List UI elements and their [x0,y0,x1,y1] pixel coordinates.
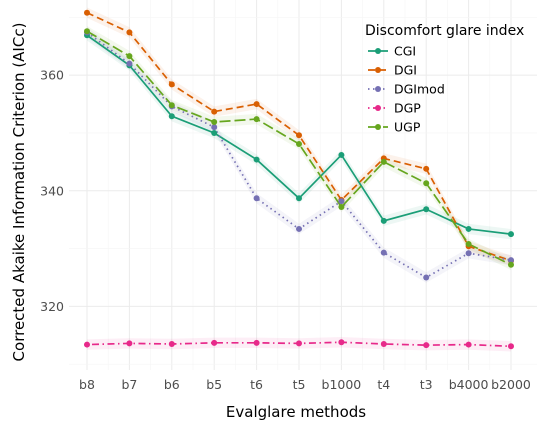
y-tick-label-360: 360 [40,68,64,83]
point-dgimod-t6 [253,195,260,202]
x-tick-label-t4: t4 [377,377,390,392]
x-tick-label-b6: b6 [164,377,180,392]
point-ugp-t5 [296,140,302,147]
point-ugp-b6 [168,102,175,109]
legend-label-ugp: UGP [394,120,421,135]
x-tick-label-b5: b5 [206,377,222,392]
x-tick-label-b8: b8 [79,377,95,392]
point-dgi-b6 [168,81,175,88]
y-axis-title: Corrected Akaike Information Criterion (… [10,23,28,362]
series-points [84,9,514,350]
point-cgi-t3 [423,206,430,213]
x-tick-label-t5: t5 [293,377,306,392]
legend-item-dgi: DGI [368,63,417,78]
point-dgimod-t4 [380,249,387,256]
x-tick-label-b4000: b4000 [449,377,489,392]
point-ugp-b4000 [465,240,472,247]
point-ugp-b5 [211,118,218,125]
legend: Discomfort glare index CGI DGI DGImod DGP UG… [365,23,524,135]
grid [69,0,537,370]
legend-title: Discomfort glare index [365,23,524,39]
x-axis-title: Evalglare methods [226,403,366,421]
legend-label-dgp: DGP [394,101,421,116]
point-dgp-t3 [423,342,430,349]
point-ugp-t3 [423,180,430,187]
point-dgp-t4 [380,340,387,347]
point-dgimod-b7 [126,60,133,67]
point-cgi-b6 [168,113,175,120]
legend-key-point-dgimod [375,86,381,92]
y-axis-ticks: 320 340 360 [40,68,64,314]
point-ugp-b7 [126,53,133,60]
legend-item-cgi: CGI [368,44,416,59]
x-tick-label-b1000: b1000 [322,377,362,392]
point-dgp-b4000 [465,341,472,348]
point-dgimod-b4000 [465,250,472,257]
point-dgp-b2000 [508,343,514,350]
legend-key-point-dgp [375,105,381,111]
point-ugp-b8 [84,28,90,35]
point-ugp-t6 [253,116,260,123]
point-dgp-b8 [84,341,90,348]
legend-key-point-ugp [375,124,381,130]
point-dgimod-b5 [211,124,218,131]
point-cgi-t4 [380,217,387,224]
y-tick-label-340: 340 [40,183,64,198]
point-dgimod-b1000 [338,198,345,205]
series-line-ugp [86,30,512,266]
point-cgi-t5 [296,195,302,202]
point-dgi-t5 [296,132,302,139]
legend-items: CGI DGI DGImod DGP UGP [368,44,445,135]
point-cgi-b2000 [508,231,514,238]
point-dgi-b8 [84,9,90,16]
point-dgi-b7 [126,29,133,36]
point-cgi-b4000 [465,225,472,232]
point-dgp-b7 [126,340,133,347]
x-tick-label-t3: t3 [420,377,433,392]
legend-item-dgimod: DGImod [368,82,445,97]
point-cgi-b5 [211,129,218,136]
legend-label-dgimod: DGImod [394,82,445,97]
x-axis-ticks: b8 b7 b6 b5 t6 t5 b1000 t4 t3 b4000 b2000 [79,377,531,392]
legend-key-point-cgi [375,48,381,54]
point-dgi-t6 [253,101,260,108]
point-dgimod-t3 [423,274,430,281]
point-dgi-t3 [423,165,430,172]
legend-label-dgi: DGI [394,63,417,78]
x-tick-label-t6: t6 [250,377,263,392]
point-ugp-b1000 [338,203,345,210]
point-dgp-t5 [296,340,302,347]
legend-item-dgp: DGP [368,101,421,116]
point-dgimod-t5 [296,225,302,232]
legend-key-point-dgi [375,67,381,73]
point-dgp-b5 [211,339,218,346]
point-cgi-t6 [253,156,260,163]
point-cgi-b1000 [338,151,345,158]
point-dgi-b5 [211,108,218,115]
band-ugp [87,26,511,270]
point-ugp-t4 [380,158,387,165]
point-ugp-b2000 [508,261,514,268]
legend-label-cgi: CGI [394,44,416,59]
point-dgp-b6 [168,340,175,347]
point-dgp-t6 [253,339,260,346]
x-tick-label-b2000: b2000 [491,377,531,392]
point-dgimod-b2000 [508,257,514,264]
y-tick-label-320: 320 [40,299,64,314]
x-tick-label-b7: b7 [121,377,137,392]
legend-item-ugp: UGP [368,120,421,135]
point-dgp-b1000 [338,339,345,346]
